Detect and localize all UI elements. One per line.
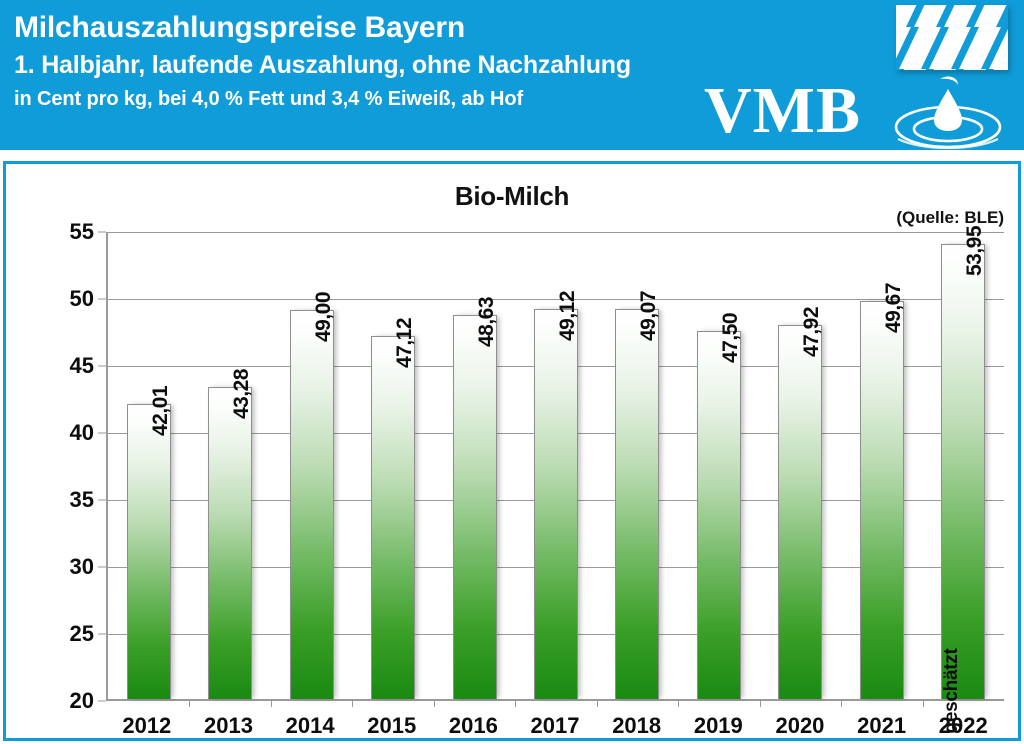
bar-value-label: 47,12 [393, 317, 417, 368]
x-axis-tick-label: 2019 [693, 713, 743, 738]
y-axis-tick-label: 40 [69, 420, 94, 445]
header-title-block: Milchauszahlungspreise Bayern 1. Halbjah… [14, 8, 714, 115]
bar-slot: 53,95 geschätzt [922, 226, 1004, 733]
y-axis-labels: 20 25 30 35 40 45 50 55 [38, 164, 94, 738]
x-axis-tick-label: 2016 [448, 713, 498, 738]
bar[interactable]: 43,28 [208, 369, 253, 699]
bar-value-label: 47,50 [718, 312, 742, 363]
bar-slot: 47,50 [678, 232, 759, 707]
x-axis-tick-mark [433, 699, 435, 707]
x-axis-tick-label: 2020 [775, 713, 825, 738]
bavaria-flag-icon [896, 5, 1008, 70]
bar[interactable]: 49,67 [859, 283, 905, 699]
x-axis-labels: 2012 2013 2014 2015 2016 2017 2018 2019 2020 2021… [106, 713, 1004, 739]
gridline [108, 232, 1004, 233]
bar[interactable]: 47,92 [778, 307, 823, 699]
y-axis-tick-label: 25 [69, 621, 94, 646]
y-axis-tick-label: 35 [69, 487, 94, 512]
x-axis-tick-mark [189, 699, 191, 707]
y-axis-tick-mark [98, 365, 106, 367]
y-axis-tick-mark [98, 298, 106, 300]
bar[interactable]: 49,00 [289, 292, 335, 699]
bar-slot: 47,92 [759, 232, 841, 707]
bar-slot: 49,67 [841, 232, 922, 707]
bar-slot: 47,12 [352, 232, 433, 707]
plot-area: 42,01 43,28 49,00 47,12 48,63 49,12 49,07 47,50… [106, 226, 1004, 733]
bar-value-label: 43,28 [230, 369, 254, 420]
header-banner: Milchauszahlungspreise Bayern 1. Halbjah… [0, 0, 1024, 150]
bar[interactable]: 47,12 [371, 318, 416, 699]
bar-value-label: 53,95 [963, 226, 987, 277]
x-axis-tick-label: 2015 [367, 713, 417, 738]
gridline [108, 299, 1004, 300]
x-axis-tick-mark [596, 699, 598, 707]
vmb-logo: VMB [694, 0, 1024, 150]
bar-value-label: 49,00 [311, 292, 335, 343]
bar-value-label: 49,07 [637, 291, 661, 342]
milk-drop-icon [878, 75, 1018, 150]
page-title: Milchauszahlungspreise Bayern [14, 11, 466, 44]
bar-value-label: 49,67 [881, 283, 905, 334]
chart-title: Bio-Milch [454, 181, 570, 211]
bar-value-label: 47,92 [800, 306, 824, 357]
chart-plot-wrapper: 20 25 30 35 40 45 50 55 42,01 43,28 49,00 47,12 48,… [6, 164, 1018, 738]
y-axis-tick-label: 55 [69, 219, 94, 244]
bar[interactable]: 49,07 [615, 291, 660, 699]
y-axis-tick-mark [98, 633, 106, 635]
x-axis-tick-label: 2013 [203, 713, 253, 738]
x-axis-tick-mark [678, 699, 680, 707]
bar-slot: 49,12 [515, 232, 596, 707]
x-axis-tick-mark [759, 699, 761, 707]
y-axis-tick-label: 20 [69, 688, 94, 713]
x-axis-tick-label: 2018 [612, 713, 662, 738]
bar[interactable]: 53,95 geschätzt [941, 226, 986, 733]
y-axis-tick-mark [98, 499, 106, 501]
y-axis-tick-mark [98, 566, 106, 568]
bar-slot: 48,63 [433, 232, 515, 707]
bar-slot: 49,00 [270, 232, 352, 707]
vmb-wordmark: VMB [704, 74, 861, 147]
header-unit-note: in Cent pro kg, bei 4,0 % Fett und 3,4 %… [14, 88, 524, 110]
y-axis-tick-label: 30 [69, 554, 94, 579]
x-axis-tick-label: 2012 [122, 713, 172, 738]
bar-value-label: 42,01 [148, 386, 172, 437]
x-axis-tick-label: 2014 [285, 713, 335, 738]
bar-series: 42,01 43,28 49,00 47,12 48,63 49,12 49,07 47,50… [108, 226, 1004, 733]
bar-value-label: 49,12 [555, 290, 579, 341]
y-axis-tick-mark [98, 432, 106, 434]
x-axis-tick-mark [270, 699, 272, 707]
header-subtitle: 1. Halbjahr, laufende Auszahlung, ohne N… [14, 51, 631, 79]
chart-card: Bio-Milch (Quelle: BLE) 20 25 30 35 40 45 50 55… [3, 161, 1021, 741]
x-axis-tick-mark [841, 699, 843, 707]
bar-slot: 43,28 [189, 232, 270, 707]
y-axis-tick-mark [98, 231, 106, 233]
bar[interactable]: 49,12 [533, 291, 579, 699]
bar[interactable]: 48,63 [452, 297, 498, 699]
x-axis-tick-label: 2021 [857, 713, 907, 738]
bar-slot: 42,01 [108, 232, 189, 699]
y-axis-tick-label: 50 [69, 286, 94, 311]
x-axis-tick-label: 2022 [938, 713, 988, 738]
x-axis-tick-mark [515, 699, 517, 707]
x-axis-tick-label: 2017 [530, 713, 580, 738]
bar-value-label: 48,63 [474, 297, 498, 348]
x-axis-tick-mark [922, 699, 924, 707]
bar[interactable]: 42,01 [126, 386, 172, 699]
bar[interactable]: 47,50 [696, 312, 742, 699]
y-axis-tick-label: 45 [69, 353, 94, 378]
x-axis-tick-mark [352, 699, 354, 707]
bar-slot: 49,07 [596, 232, 678, 707]
y-axis-tick-mark [98, 700, 106, 702]
chart-source-note: (Quelle: BLE) [896, 208, 1004, 227]
